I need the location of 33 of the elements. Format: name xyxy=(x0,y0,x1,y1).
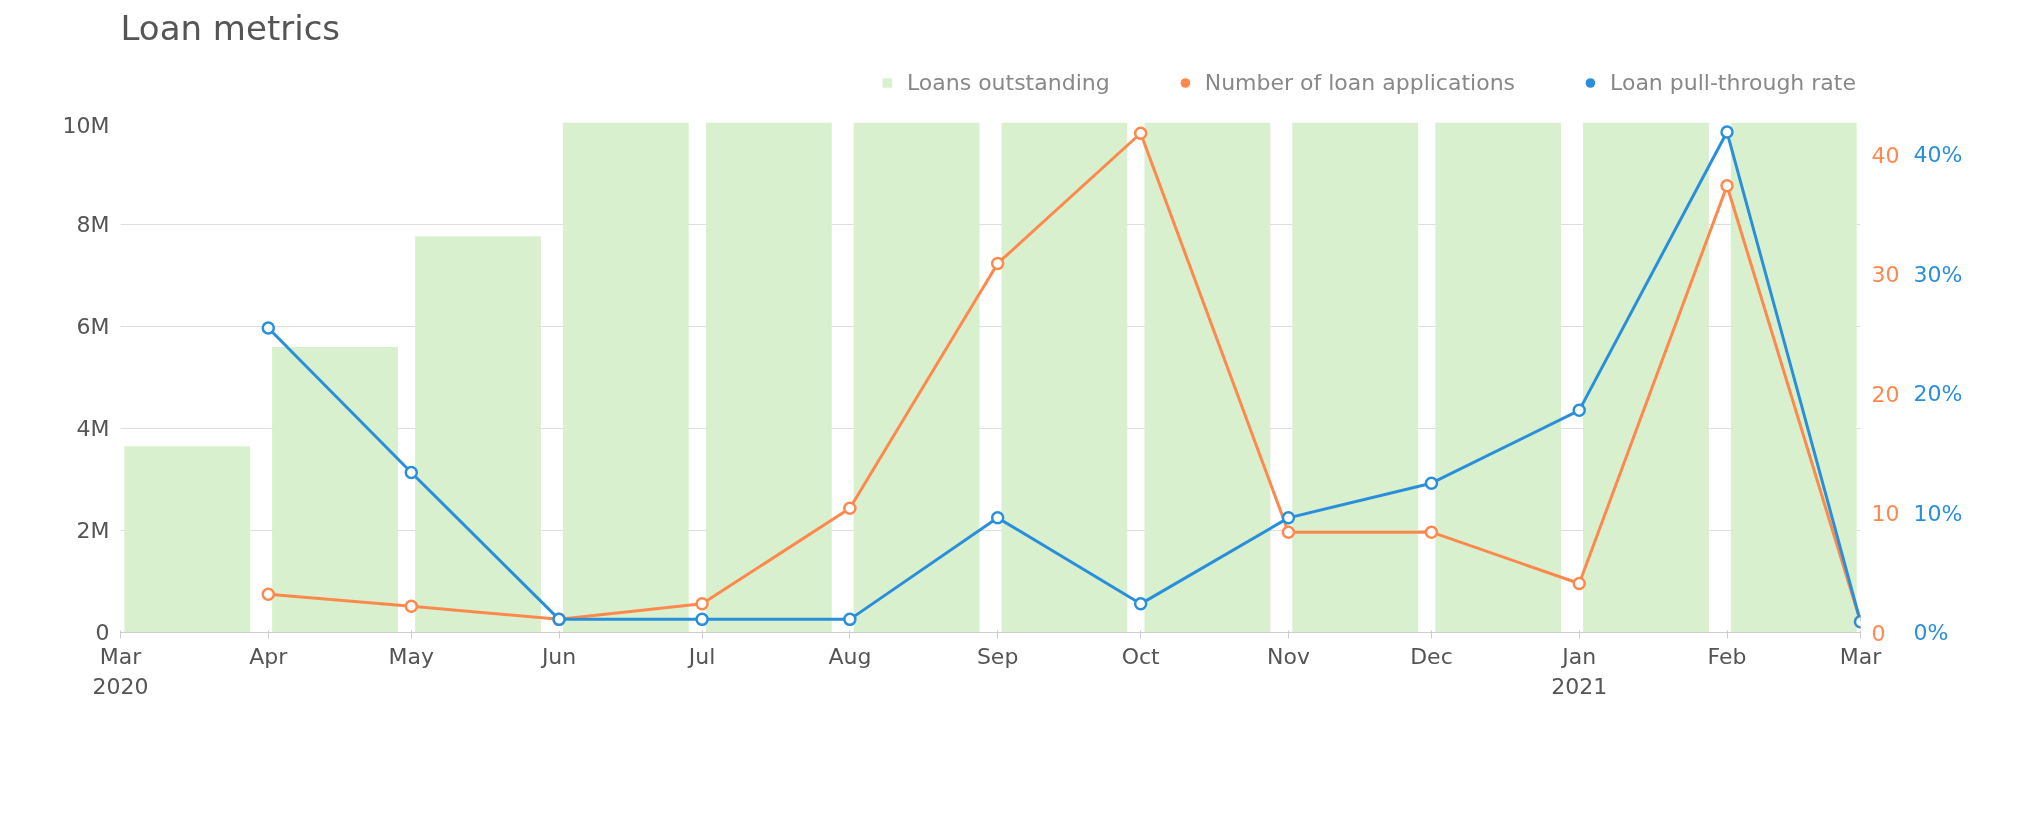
y-tick-label: 10M xyxy=(62,112,110,138)
x-tick-label: May xyxy=(388,643,435,669)
y2-tick-label: 20 xyxy=(1871,381,1900,407)
legend-label: Loans outstanding xyxy=(906,69,1110,95)
x-tick-label: Apr xyxy=(249,643,289,669)
legend-label: Number of loan applications xyxy=(1204,69,1516,95)
y-tick-label: 0 xyxy=(95,620,110,645)
y3-tick-label: 40% xyxy=(1913,142,1963,168)
chart-title: Loan metrics xyxy=(120,7,341,48)
y-tick-label: 6M xyxy=(76,314,110,339)
y2-tick-label: 10 xyxy=(1871,501,1900,527)
y-tick-label: 2M xyxy=(76,518,110,543)
y3-tick-label: 20% xyxy=(1913,381,1963,407)
y-tick-label: 4M xyxy=(76,416,110,441)
x-tick-label: Nov xyxy=(1266,643,1310,669)
y-tick-label: 8M xyxy=(76,212,110,237)
x-tick-label: Sep xyxy=(976,643,1019,669)
x-tick-label: Jul xyxy=(686,643,716,669)
x-tick-label: Jun xyxy=(539,643,577,669)
y2-tick-label: 40 xyxy=(1871,142,1900,168)
y2-tick-label: 0 xyxy=(1871,620,1886,646)
x-tick-label: Aug xyxy=(828,643,872,669)
legend-label: Loan pull-through rate xyxy=(1610,69,1856,95)
x-tick-label: Feb xyxy=(1707,643,1747,669)
y3-tick-label: 0% xyxy=(1913,620,1949,645)
x-tick-label: Oct xyxy=(1121,643,1161,669)
y3-tick-label: 30% xyxy=(1913,261,1963,287)
y3-tick-label: 10% xyxy=(1913,500,1963,526)
x-tick-label: Mar 2020 xyxy=(92,643,149,699)
y2-tick-label: 30 xyxy=(1871,262,1900,288)
x-tick-label: Mar xyxy=(1839,643,1883,669)
x-tick-label: Dec xyxy=(1410,643,1453,669)
x-tick-label: Jan 2021 xyxy=(1551,643,1608,699)
